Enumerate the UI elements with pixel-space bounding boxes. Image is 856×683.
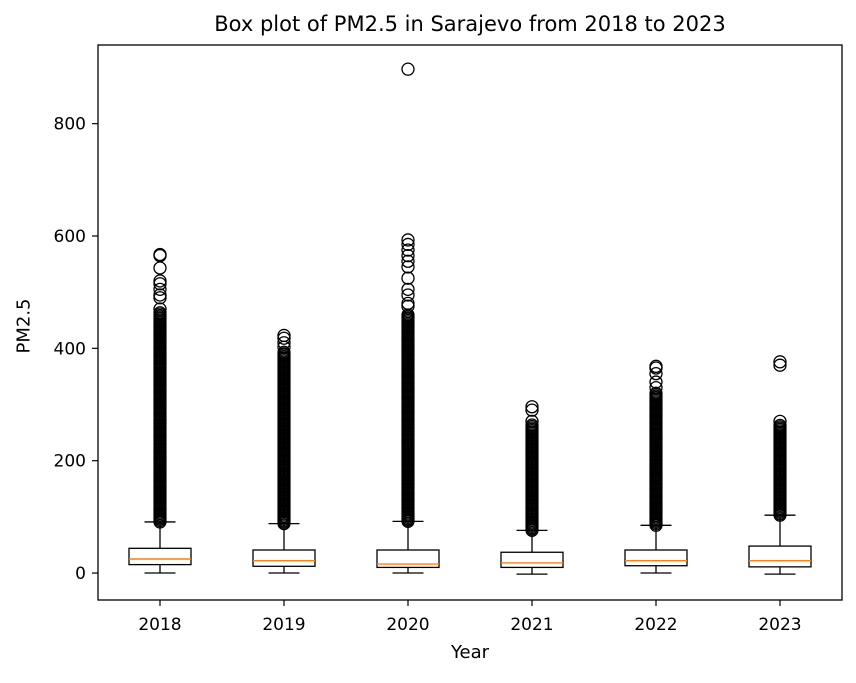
x-tick-label: 2021 <box>510 615 553 635</box>
outlier-point <box>401 233 415 247</box>
x-tick-label: 2020 <box>386 615 429 635</box>
x-tick-label: 2018 <box>138 615 181 635</box>
outlier-point <box>525 418 539 432</box>
y-axis-label: PM2.5 <box>13 298 35 354</box>
x-axis-label: Year <box>450 642 490 663</box>
outlier-point <box>773 414 787 429</box>
outlier-point <box>525 403 539 417</box>
outlier-point <box>401 237 415 252</box>
outlier-point <box>277 336 291 350</box>
outlier-point <box>153 247 167 262</box>
iqr-box <box>500 551 564 569</box>
outlier-point <box>401 62 415 76</box>
box-2021 <box>500 400 564 575</box>
outlier-point <box>401 254 415 268</box>
box-2019 <box>252 328 316 574</box>
outlier-point <box>401 249 415 263</box>
outlier-point <box>153 282 167 297</box>
plot-area <box>128 62 812 575</box>
outlier-point <box>773 358 787 372</box>
outlier-point <box>649 359 663 373</box>
iqr-box <box>128 547 192 566</box>
outlier-point <box>153 288 167 302</box>
box-2022 <box>624 359 688 574</box>
outlier-point <box>649 386 663 400</box>
y-tick-label: 200 <box>54 452 86 472</box>
chart-title: Box plot of PM2.5 in Sarajevo from 2018 … <box>214 12 726 36</box>
x-tick-label: 2022 <box>634 615 677 635</box>
outlier-point <box>401 282 415 297</box>
outlier-point <box>277 328 291 343</box>
iqr-box <box>376 549 440 569</box>
outlier-point <box>401 296 415 311</box>
y-tick-label: 400 <box>54 339 86 359</box>
iqr-box <box>624 549 688 567</box>
outlier-point <box>773 355 787 369</box>
iqr-box <box>748 545 812 568</box>
outlier-point <box>401 288 415 302</box>
box-2023 <box>748 355 812 575</box>
y-tick-label: 600 <box>54 227 86 247</box>
box-2018 <box>128 247 192 574</box>
outlier-point <box>401 271 415 285</box>
y-tick-label: 800 <box>54 115 86 135</box>
box-2020 <box>376 62 440 574</box>
plot-frame <box>97 44 843 601</box>
outlier-point <box>153 302 167 316</box>
outlier-point <box>649 381 663 395</box>
outlier-point <box>649 366 663 381</box>
outlier-point <box>153 249 167 263</box>
y-tick-label: 0 <box>75 564 86 584</box>
outlier-point <box>277 345 291 359</box>
outlier-point <box>773 418 787 432</box>
outlier-point <box>401 243 415 257</box>
outlier-point <box>525 400 539 414</box>
outlier-point <box>153 261 167 275</box>
outlier-point <box>153 274 167 288</box>
x-tick-label: 2019 <box>262 615 305 635</box>
axes: 2018 2019 2020 2021 2022 2023 0 200 400 600 800 <box>54 115 802 635</box>
x-tick-label: 2023 <box>758 615 801 635</box>
outlier-point <box>525 414 539 429</box>
outlier-point <box>153 306 167 320</box>
outlier-point <box>649 375 663 389</box>
iqr-box <box>252 549 316 567</box>
outlier-point <box>401 260 415 274</box>
